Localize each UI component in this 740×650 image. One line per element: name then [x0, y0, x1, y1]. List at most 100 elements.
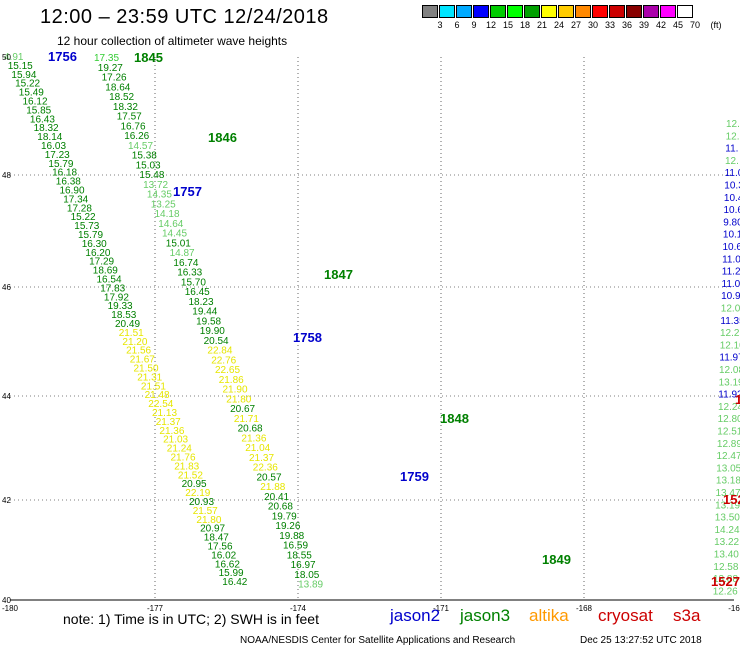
wave-height-value: 12.08 [719, 365, 740, 376]
wave-height-value: 22.84 [207, 346, 232, 357]
wave-height-value: 10.91 [721, 291, 740, 302]
wave-height-value: 15.48 [139, 170, 164, 181]
wave-height-value: 16.45 [185, 287, 210, 298]
wave-height-value: 20.95 [182, 479, 207, 490]
legend-color-bar [422, 5, 694, 18]
pass-number-label: 1527 [711, 574, 740, 589]
wave-height-value: 18.53 [111, 310, 136, 321]
footer-note: note: 1) Time is in UTC; 2) SWH is in fe… [63, 611, 319, 627]
legend-label: 30 [587, 20, 598, 30]
wave-height-value: 16.03 [41, 141, 66, 152]
wave-height-value: 15.01 [166, 238, 191, 249]
wave-height-value: 14.24 [715, 525, 740, 536]
legend-label: 27 [570, 20, 581, 30]
wave-height-value: 11.92 [718, 390, 740, 401]
wave-height-value: 12.24 [718, 402, 740, 413]
wave-height-value: 15.15 [8, 61, 33, 72]
wave-height-value: 21.36 [159, 426, 184, 437]
wave-height-value: 12.10 [720, 340, 740, 351]
legend-swatch [643, 5, 659, 18]
pass-number-label: 1849 [542, 552, 571, 567]
wave-height-value: 18.64 [105, 82, 130, 93]
wave-height-value: 20.93 [189, 497, 214, 508]
altimeter-tracks: 4.9115.1515.9415.2215.4916.1215.8516.431… [4, 52, 740, 597]
wave-height-value: 12. [726, 119, 740, 130]
pass-number-label: 1758 [293, 330, 322, 345]
wave-height-value: 22.65 [215, 365, 240, 376]
wave-height-value: 15.70 [181, 277, 206, 288]
wave-height-value: 19.90 [200, 326, 225, 337]
wave-height-value: 16.43 [30, 114, 55, 125]
pass-number-label: 1757 [173, 184, 202, 199]
wave-height-value: 20.97 [200, 524, 225, 535]
legend-swatch [575, 5, 591, 18]
wave-height-value: 21.04 [245, 443, 270, 454]
wave-height-value: 21.03 [163, 435, 188, 446]
lat-tick-label: 44 [2, 392, 11, 401]
wave-height-value: 21.71 [234, 414, 259, 425]
pass-number-label: 1847 [324, 267, 353, 282]
wave-height-value: 16.18 [52, 168, 77, 179]
wave-height-value: 16.26 [124, 131, 149, 142]
wave-height-value: 19.58 [196, 316, 221, 327]
wave-height-value: 16.30 [82, 239, 107, 250]
legend-swatch [439, 5, 455, 18]
wave-height-value: 20.67 [230, 404, 255, 415]
wave-height-value: 12. [726, 131, 740, 142]
wave-height-value: 16.59 [283, 541, 308, 552]
wave-height-value: 16.76 [121, 121, 146, 132]
wave-height-value: 16.74 [173, 258, 198, 269]
mission-name: altika [529, 606, 569, 625]
wave-height-value: 12.26 [713, 586, 738, 597]
wave-height-value: 22.54 [148, 399, 173, 410]
lon-tick-label: -171 [433, 604, 450, 613]
wave-height-value: 17.28 [67, 203, 92, 214]
legend-swatch [609, 5, 625, 18]
legend-label: 3 [437, 20, 443, 30]
legend-swatch [422, 5, 438, 18]
pass-labels: 1756184518461757184717581848175918491521… [48, 49, 740, 589]
wave-height-value: 13.47 [716, 488, 740, 499]
wave-height-value: 13.25 [151, 199, 176, 210]
map-grid [10, 57, 734, 601]
lon-tick-label: -177 [147, 604, 164, 613]
wave-height-value: 13.22 [714, 537, 739, 548]
lat-tick-label: 46 [2, 283, 11, 292]
wave-height-value: 21.37 [156, 417, 181, 428]
wave-height-value: 16.54 [97, 275, 122, 286]
legend-label: 42 [655, 20, 666, 30]
wave-height-value: 13.50 [715, 513, 740, 524]
wave-height-value: 21.83 [174, 461, 199, 472]
wave-height-value: 11.02 [722, 254, 740, 265]
wave-height-value: 18.52 [109, 92, 134, 103]
wave-height-value: 21.56 [126, 346, 151, 357]
wave-height-value: 17.35 [94, 53, 119, 64]
wave-height-value: 12.01 [721, 304, 740, 315]
wave-height-value: 11.03 [722, 279, 740, 290]
wave-height-value: 13.72 [143, 180, 168, 191]
legend-label: 21 [536, 20, 547, 30]
wave-height-value: 16.62 [215, 559, 240, 570]
wave-height-value: 9.80 [723, 217, 740, 228]
wave-height-value: 19.26 [275, 521, 300, 532]
credit-text: NOAA/NESDIS Center for Satellite Applica… [240, 635, 516, 646]
lon-tick-label: -16 [728, 604, 740, 613]
wave-height-value: 15.79 [48, 159, 73, 170]
wave-height-value: 15.99 [219, 568, 244, 579]
wave-height-value: 16.90 [60, 186, 85, 197]
wave-height-value: 21.13 [152, 408, 177, 419]
wave-height-value: 20.41 [264, 492, 289, 503]
legend-swatch [592, 5, 608, 18]
pass-number-label: 1756 [48, 49, 77, 64]
wave-height-value: 12.25 [720, 328, 740, 339]
wave-height-value: 17.34 [63, 194, 88, 205]
wave-height-value: 14.18 [155, 209, 180, 220]
wave-height-value: 21.36 [241, 433, 266, 444]
wave-height-value: 15.85 [26, 105, 51, 116]
legend-swatch [660, 5, 676, 18]
map-axes: -180 -177 -174 -171 -168 -16 50 48 46 44 42 40 [2, 53, 740, 613]
wave-height-value: 13.18 [716, 476, 740, 487]
wave-height-value: 11.35 [720, 316, 740, 327]
wave-height-value: 10.4 [724, 193, 740, 204]
wave-height-value: 21.80 [196, 515, 221, 526]
